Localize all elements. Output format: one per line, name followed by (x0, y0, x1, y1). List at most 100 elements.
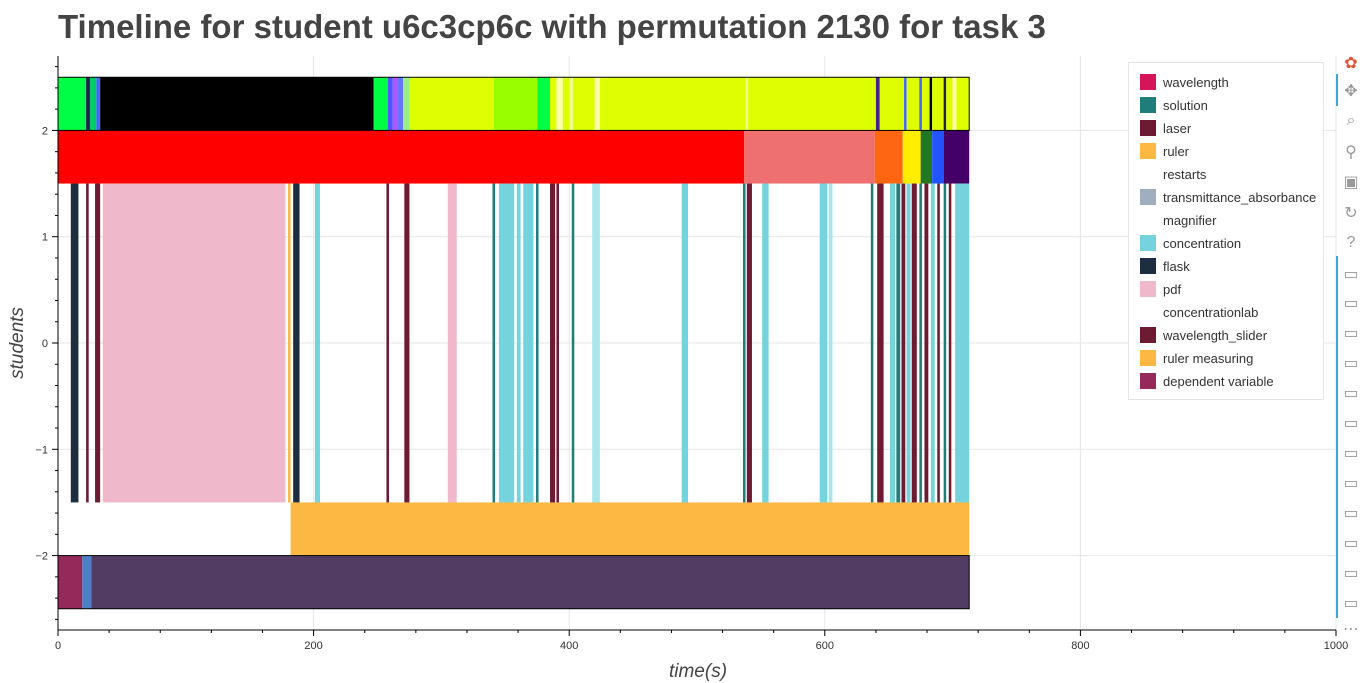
timeline-segment[interactable] (762, 183, 769, 503)
hover-icon[interactable]: ▭ (1343, 595, 1359, 612)
hover-icon[interactable]: ▭ (1343, 445, 1359, 462)
timeline-segment[interactable] (919, 77, 922, 131)
timeline-segment[interactable] (293, 183, 300, 503)
timeline-segment[interactable] (879, 77, 905, 131)
timeline-segment[interactable] (290, 502, 970, 556)
timeline-segment[interactable] (96, 77, 101, 131)
timeline-segment[interactable] (493, 77, 538, 131)
timeline-segment[interactable] (906, 77, 920, 131)
legend-item[interactable]: wavelength (1140, 72, 1229, 92)
timeline-segment[interactable] (932, 130, 944, 184)
timeline-segment[interactable] (70, 183, 79, 503)
timeline-segment[interactable] (599, 77, 746, 131)
timeline-segment[interactable] (82, 555, 92, 609)
timeline-segment[interactable] (386, 183, 390, 503)
timeline-segment[interactable] (920, 130, 933, 184)
timeline-segment[interactable] (58, 77, 87, 131)
hover-icon[interactable]: ▭ (1343, 505, 1359, 522)
timeline-segment[interactable] (743, 183, 746, 503)
timeline-segment[interactable] (594, 77, 600, 131)
timeline-segment[interactable] (498, 183, 515, 503)
timeline-segment[interactable] (58, 555, 83, 609)
reset-icon[interactable]: ↻ (1344, 205, 1358, 222)
timeline-segment[interactable] (904, 77, 907, 131)
timeline-segment[interactable] (288, 183, 291, 503)
timeline-segment[interactable] (943, 130, 970, 184)
timeline-segment[interactable] (387, 77, 393, 131)
legend-item[interactable]: wavelength_slider (1140, 325, 1267, 345)
timeline-segment[interactable] (930, 183, 935, 503)
timeline-segment[interactable] (943, 183, 947, 503)
timeline-segment[interactable] (409, 77, 494, 131)
timeline-segment[interactable] (744, 130, 875, 184)
timeline-segment[interactable] (681, 183, 689, 503)
timeline-segment[interactable] (86, 77, 90, 131)
timeline-segment[interactable] (535, 183, 539, 503)
timeline-segment[interactable] (58, 130, 745, 184)
timeline-segment[interactable] (397, 77, 404, 131)
timeline-segment[interactable] (828, 183, 833, 503)
hover-icon[interactable]: ▭ (1343, 325, 1359, 342)
timeline-segment[interactable] (571, 183, 575, 503)
timeline-segment[interactable] (100, 77, 374, 131)
legend-item[interactable]: magnifier (1140, 210, 1216, 230)
hover-icon[interactable]: ▭ (1343, 385, 1359, 402)
legend-item[interactable]: transmittance_absorbance (1140, 187, 1316, 207)
timeline-segment[interactable] (896, 183, 901, 503)
legend-item[interactable]: pdf (1140, 279, 1181, 299)
timeline-segment[interactable] (906, 183, 911, 503)
timeline-segment[interactable] (952, 77, 957, 131)
bokeh-logo-icon[interactable]: ✿ (1344, 55, 1358, 72)
timeline-segment[interactable] (556, 183, 559, 503)
timeline-segment[interactable] (748, 77, 876, 131)
timeline-segment[interactable] (86, 183, 89, 503)
timeline-segment[interactable] (556, 77, 563, 131)
hover-icon[interactable]: ▭ (1343, 535, 1359, 552)
wheel-zoom-icon[interactable]: ⚲ (1345, 144, 1357, 161)
timeline-segment[interactable] (392, 77, 398, 131)
hover-icon[interactable]: ▭ (1343, 565, 1359, 582)
timeline-segment[interactable] (550, 183, 556, 503)
timeline-segment[interactable] (523, 183, 534, 503)
timeline-segment[interactable] (946, 77, 953, 131)
hover-icon[interactable]: ▭ (1343, 355, 1359, 372)
timeline-segment[interactable] (875, 77, 880, 131)
hover-icon[interactable]: ▭ (1343, 415, 1359, 432)
timeline-segment[interactable] (492, 183, 496, 503)
legend-item[interactable]: laser (1140, 118, 1191, 138)
legend-item[interactable]: concentration (1140, 233, 1241, 253)
timeline-segment[interactable] (314, 183, 320, 503)
timeline-segment[interactable] (550, 77, 557, 131)
timeline-segment[interactable] (932, 77, 944, 131)
help-icon[interactable]: ? (1346, 234, 1356, 251)
save-icon[interactable]: ▣ (1343, 174, 1359, 191)
timeline-segment[interactable] (516, 183, 521, 503)
legend-item[interactable]: ruler measuring (1140, 348, 1253, 368)
timeline-segment[interactable] (89, 77, 97, 131)
timeline-segment[interactable] (102, 183, 286, 503)
timeline-segment[interactable] (537, 77, 551, 131)
timeline-segment[interactable] (902, 130, 921, 184)
timeline-segment[interactable] (745, 77, 749, 131)
box-zoom-icon[interactable]: ⌕ (1346, 112, 1356, 129)
legend-item[interactable]: ruler (1140, 141, 1189, 161)
timeline-segment[interactable] (404, 183, 410, 503)
timeline-segment[interactable] (956, 77, 970, 131)
timeline-segment[interactable] (819, 183, 828, 503)
legend-item[interactable]: dependent variable (1140, 371, 1274, 391)
more-tools-icon[interactable]: ⋯ (1343, 621, 1359, 638)
timeline-segment[interactable] (901, 183, 906, 503)
legend-item[interactable]: concentrationlab (1140, 302, 1258, 322)
timeline-segment[interactable] (562, 77, 570, 131)
timeline-segment[interactable] (573, 77, 595, 131)
legend-item[interactable]: flask (1140, 256, 1190, 276)
timeline-segment[interactable] (955, 183, 970, 503)
timeline-segment[interactable] (943, 77, 947, 131)
hover-icon[interactable]: ▭ (1343, 295, 1359, 312)
timeline-segment[interactable] (929, 77, 933, 131)
hover-icon[interactable]: ▭ (1343, 475, 1359, 492)
timeline-segment[interactable] (874, 130, 903, 184)
timeline-segment[interactable] (937, 183, 940, 503)
timeline-segment[interactable] (447, 183, 457, 503)
